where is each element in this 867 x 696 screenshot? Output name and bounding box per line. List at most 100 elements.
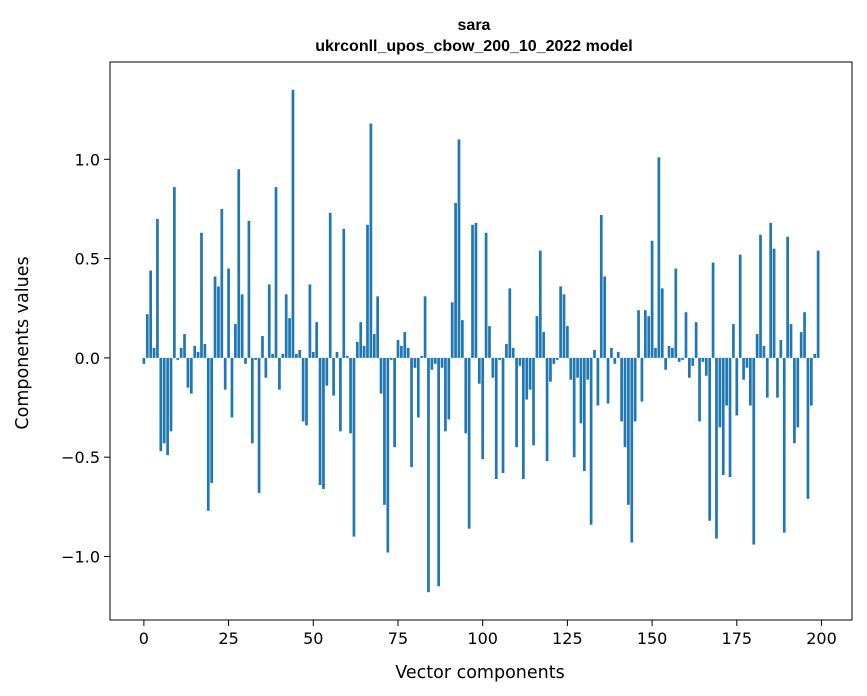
bar: [494, 357, 498, 480]
bar: [627, 357, 630, 505]
bar: [325, 357, 329, 386]
bar: [372, 334, 376, 358]
bar: [555, 357, 559, 360]
bar: [545, 357, 549, 462]
bar: [261, 336, 264, 358]
bar: [559, 286, 562, 358]
bar: [542, 332, 546, 358]
bar: [403, 332, 407, 358]
bar: [444, 357, 447, 432]
bar: [735, 357, 739, 416]
bar: [633, 357, 637, 422]
bar: [152, 347, 156, 358]
bar: [471, 224, 474, 358]
bar: [528, 357, 532, 390]
bar: [535, 316, 539, 358]
bar: [752, 357, 756, 545]
bar: [603, 276, 607, 358]
bar: [796, 357, 800, 428]
bar: [576, 357, 579, 378]
bar: [749, 357, 752, 406]
bar: [813, 353, 817, 358]
bar: [806, 357, 810, 499]
bar: [298, 349, 302, 358]
x-tick-label: 0: [139, 629, 149, 648]
plot-frame: [109, 61, 853, 621]
bar: [681, 357, 684, 360]
bar: [677, 357, 681, 362]
bar: [637, 310, 640, 358]
bar: [461, 320, 464, 358]
bar: [671, 347, 674, 358]
bar: [264, 357, 268, 378]
bar: [610, 347, 613, 358]
bar: [145, 314, 149, 358]
bar: [142, 357, 146, 364]
bar: [674, 268, 678, 358]
bar: [159, 357, 163, 452]
bar: [589, 357, 593, 525]
bar: [186, 357, 190, 388]
bar: [247, 220, 251, 358]
bar: [630, 357, 634, 543]
x-tick-label: 25: [218, 629, 238, 648]
bar: [410, 357, 413, 468]
bar: [315, 322, 319, 358]
bar: [332, 357, 335, 396]
bar: [572, 357, 576, 458]
bar: [711, 262, 715, 358]
bar: [776, 357, 779, 398]
bar: [420, 355, 424, 358]
bar: [223, 357, 227, 390]
bar: [742, 357, 745, 380]
bar: [745, 357, 749, 368]
bar: [416, 357, 420, 418]
bar: [237, 169, 241, 358]
bar: [433, 357, 437, 364]
bar: [423, 296, 427, 358]
bar: [522, 357, 525, 480]
bar: [715, 357, 718, 539]
bar: [206, 357, 210, 511]
bar: [704, 357, 708, 376]
bar: [701, 357, 705, 362]
x-tick-label: 150: [637, 629, 668, 648]
bar: [267, 284, 271, 358]
bar: [196, 351, 200, 358]
bar: [586, 357, 590, 380]
bar: [786, 236, 789, 358]
bar: [396, 340, 400, 358]
bar: [339, 357, 342, 432]
bar: [566, 326, 569, 358]
y-tick-label: 0.0: [75, 349, 100, 368]
bar: [322, 357, 325, 489]
bar: [149, 270, 153, 358]
bar: [240, 294, 244, 358]
bar: [450, 302, 454, 358]
bar: [176, 357, 180, 360]
bar: [640, 357, 644, 402]
bar: [782, 357, 786, 533]
bar: [250, 357, 254, 444]
bar: [552, 357, 556, 364]
bar: [606, 357, 610, 404]
bar: [698, 357, 701, 422]
bar: [725, 357, 728, 406]
bar: [481, 357, 485, 460]
chart-subtitle: ukrconll_upos_cbow_200_10_2022 model: [315, 38, 632, 55]
bar: [654, 347, 657, 358]
bar: [244, 357, 247, 364]
bar: [538, 250, 542, 358]
bar: [708, 357, 712, 521]
bar: [694, 322, 698, 358]
bar: [508, 288, 512, 358]
bar: [721, 357, 725, 476]
bar: [549, 357, 552, 382]
bar: [173, 187, 176, 358]
bar: [400, 345, 403, 358]
bar: [809, 357, 813, 406]
bar: [467, 357, 471, 529]
bar: [220, 208, 224, 358]
bar: [613, 357, 617, 364]
bar: [793, 357, 796, 444]
